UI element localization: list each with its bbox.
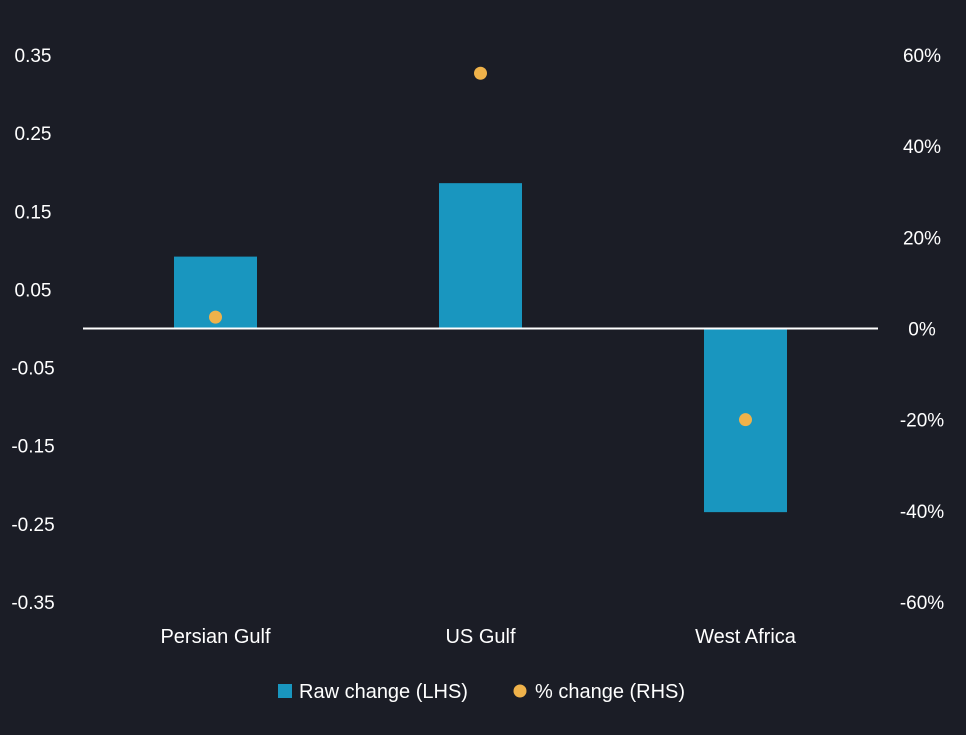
right-axis-tick-label: -40% — [900, 502, 944, 523]
dot-series — [209, 66, 752, 427]
right-axis-tick-label: 60% — [903, 46, 941, 67]
left-axis-tick-label: -0.25 — [11, 515, 54, 536]
right-axis-tick-label: -20% — [900, 411, 944, 432]
right-axis-tick-label: 20% — [903, 228, 941, 249]
right-axis-tick-label: 0% — [908, 320, 936, 341]
left-axis-tick-labels: 0.35 0.25 0.15 0.05 -0.05 -0.15 -0.25 -0.35 — [11, 46, 54, 614]
percent-change-dot — [739, 413, 752, 427]
percent-change-dot — [474, 66, 487, 80]
left-axis-tick-label: -0.15 — [11, 437, 54, 458]
category-label: Persian Gulf — [160, 626, 270, 648]
left-axis-tick-label: 0.15 — [15, 202, 52, 223]
category-label: US Gulf — [445, 626, 515, 648]
left-axis-tick-label: -0.05 — [11, 359, 54, 380]
legend: Raw change (LHS) % change (RHS) — [278, 681, 685, 703]
left-axis-tick-label: 0.05 — [15, 280, 52, 301]
legend-dot-swatch — [513, 684, 527, 698]
right-axis-tick-label: 40% — [903, 137, 941, 158]
legend-dot-label: % change (RHS) — [535, 681, 685, 703]
legend-bar-label: Raw change (LHS) — [299, 681, 468, 703]
legend-bar-swatch — [278, 684, 292, 698]
right-axis-tick-labels: 60% 40% 20% 0% -20% -40% -60% — [900, 46, 944, 614]
category-labels: Persian Gulf US Gulf West Africa — [160, 626, 796, 648]
left-axis-tick-label: 0.35 — [15, 46, 52, 67]
category-label: West Africa — [695, 626, 797, 648]
left-axis-tick-label: -0.35 — [11, 593, 54, 614]
right-axis-tick-label: -60% — [900, 593, 944, 614]
bar — [439, 183, 522, 329]
left-axis-tick-label: 0.25 — [15, 124, 52, 145]
percent-change-dot — [209, 310, 222, 324]
